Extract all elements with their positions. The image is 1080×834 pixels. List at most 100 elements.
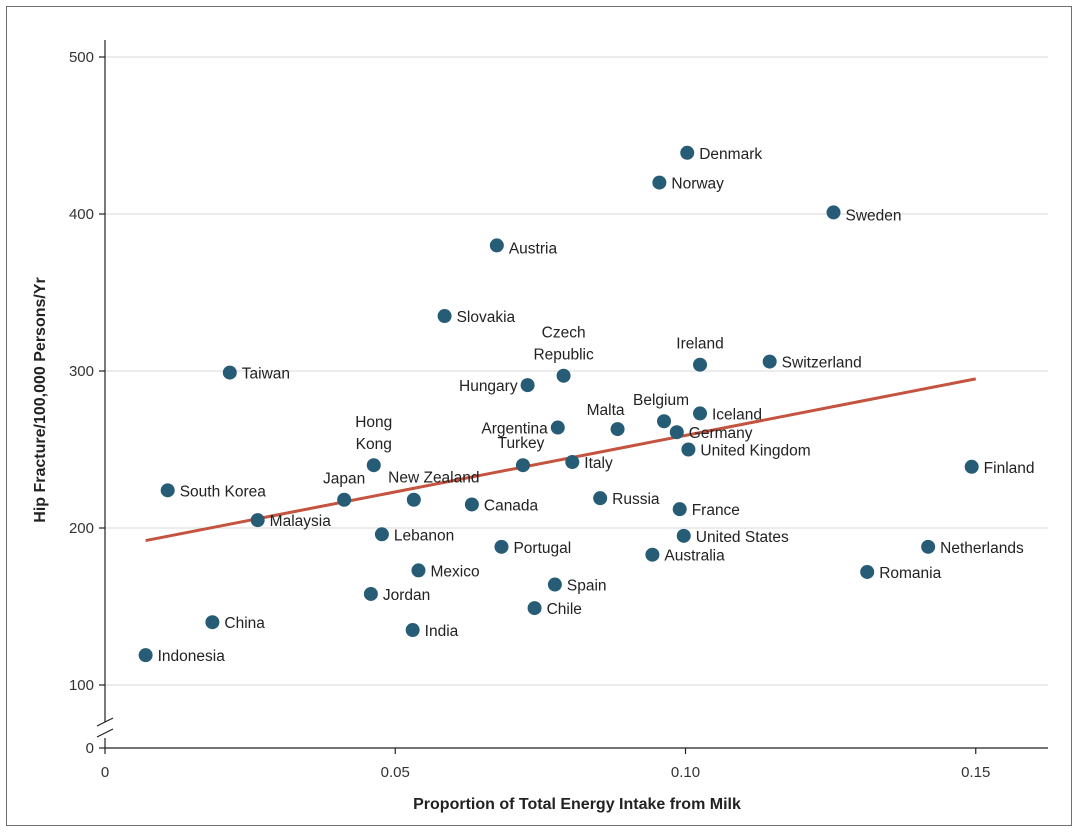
data-point[interactable]: [547, 577, 562, 592]
data-point[interactable]: [826, 205, 841, 220]
point-label: Spain: [567, 578, 607, 595]
y-zero-tick-label: 0: [86, 740, 94, 757]
point-label: Switzerland: [782, 355, 862, 372]
x-tick-label: 0.15: [961, 764, 990, 781]
data-point[interactable]: [556, 368, 571, 383]
trend-line: [145, 377, 977, 543]
data-point[interactable]: [610, 422, 625, 437]
data-point[interactable]: [464, 497, 479, 512]
data-point[interactable]: [921, 539, 936, 554]
point-label: Lebanon: [394, 527, 454, 544]
x-axis-title: Proportion of Total Energy Intake from M…: [413, 796, 741, 813]
point-label: Iceland: [712, 406, 762, 423]
point-label: Turkey: [498, 435, 545, 452]
data-point[interactable]: [160, 483, 175, 498]
data-point[interactable]: [550, 420, 565, 435]
point-label: Norway: [671, 176, 724, 193]
y-tick-label: 200: [69, 520, 94, 537]
point-label-line: Hong: [355, 414, 392, 431]
data-point[interactable]: [222, 365, 237, 380]
point-label: Germany: [689, 425, 753, 442]
data-point[interactable]: [860, 564, 875, 579]
y-tick-label: 500: [69, 49, 94, 66]
data-point[interactable]: [405, 623, 420, 638]
data-point[interactable]: [437, 309, 452, 324]
data-point[interactable]: [762, 354, 777, 369]
point-label: Belgium: [633, 392, 689, 409]
data-point[interactable]: [693, 357, 708, 372]
point-label: Hong Kong: [355, 414, 392, 453]
point-label: Denmark: [699, 146, 762, 163]
data-point[interactable]: [593, 491, 608, 506]
data-point[interactable]: [374, 527, 389, 542]
point-label: Japan: [323, 471, 365, 488]
y-tick-label: 100: [69, 677, 94, 694]
data-point[interactable]: [250, 513, 265, 528]
data-point[interactable]: [652, 175, 667, 190]
point-label: Jordan: [383, 587, 430, 604]
data-point[interactable]: [411, 563, 426, 578]
data-point[interactable]: [520, 378, 535, 393]
point-label: Romania: [879, 565, 941, 582]
y-tick-label: 400: [69, 206, 94, 223]
data-point[interactable]: [515, 458, 530, 473]
point-label: Slovakia: [457, 309, 516, 326]
point-label: India: [425, 623, 459, 640]
y-axis-title: Hip Fracture/100,000 Persons/Yr: [32, 277, 49, 522]
point-label: South Korea: [180, 483, 267, 500]
point-label: Canada: [484, 497, 539, 514]
point-label: United States: [696, 529, 789, 546]
point-label: Mexico: [430, 563, 479, 580]
data-point[interactable]: [693, 406, 708, 421]
point-label: Netherlands: [940, 540, 1024, 557]
point-label: China: [224, 615, 265, 632]
point-label-line: Republic: [533, 347, 594, 364]
point-label: Ireland: [676, 336, 723, 353]
data-point[interactable]: [672, 502, 687, 517]
point-label: Malta: [587, 402, 625, 419]
point-label: Argentina: [481, 421, 548, 438]
point-label: Australia: [664, 548, 725, 565]
data-point[interactable]: [681, 442, 696, 457]
data-point[interactable]: [645, 547, 660, 562]
data-point[interactable]: [657, 414, 672, 429]
figure-frame: [6, 6, 1072, 826]
point-label: Portugal: [513, 540, 571, 557]
data-point[interactable]: [676, 528, 691, 543]
point-label: New Zealand: [388, 470, 479, 487]
point-label: Hungary: [459, 378, 518, 395]
point-label-line: Kong: [356, 436, 392, 453]
x-tick-label: 0.05: [381, 764, 410, 781]
data-point[interactable]: [337, 492, 352, 507]
data-point[interactable]: [363, 586, 378, 601]
point-label: France: [692, 502, 740, 519]
data-point[interactable]: [669, 425, 684, 440]
data-point[interactable]: [964, 459, 979, 474]
point-label: Austria: [509, 240, 558, 257]
data-point[interactable]: [138, 648, 153, 663]
data-point[interactable]: [494, 539, 509, 554]
data-point[interactable]: [565, 455, 580, 470]
axis-break-mark: [96, 717, 114, 738]
data-point[interactable]: [205, 615, 220, 630]
gridlines: [105, 56, 1048, 686]
data-point[interactable]: [527, 601, 542, 616]
data-point[interactable]: [489, 238, 504, 253]
data-point[interactable]: [406, 492, 421, 507]
point-label: Italy: [584, 455, 613, 472]
axes: 0: [86, 40, 1048, 757]
point-label: United Kingdom: [700, 443, 810, 460]
x-tick-label: 0: [101, 764, 109, 781]
data-points: Denmark Norway Sweden Austria Slovakia Irelan…: [138, 145, 1035, 665]
point-label: Chile: [547, 601, 582, 618]
point-label: Taiwan: [242, 366, 290, 383]
ticks: 100 200 300 400 500 0 0.05 0.10 0.15: [69, 49, 990, 781]
point-label: Sweden: [846, 207, 902, 224]
point-label: Russia: [612, 491, 660, 508]
point-label: Indonesia: [158, 648, 226, 665]
data-point[interactable]: [680, 145, 695, 160]
point-label: Finland: [984, 460, 1035, 477]
point-label-line: Czech: [542, 325, 586, 342]
data-point[interactable]: [366, 458, 381, 473]
